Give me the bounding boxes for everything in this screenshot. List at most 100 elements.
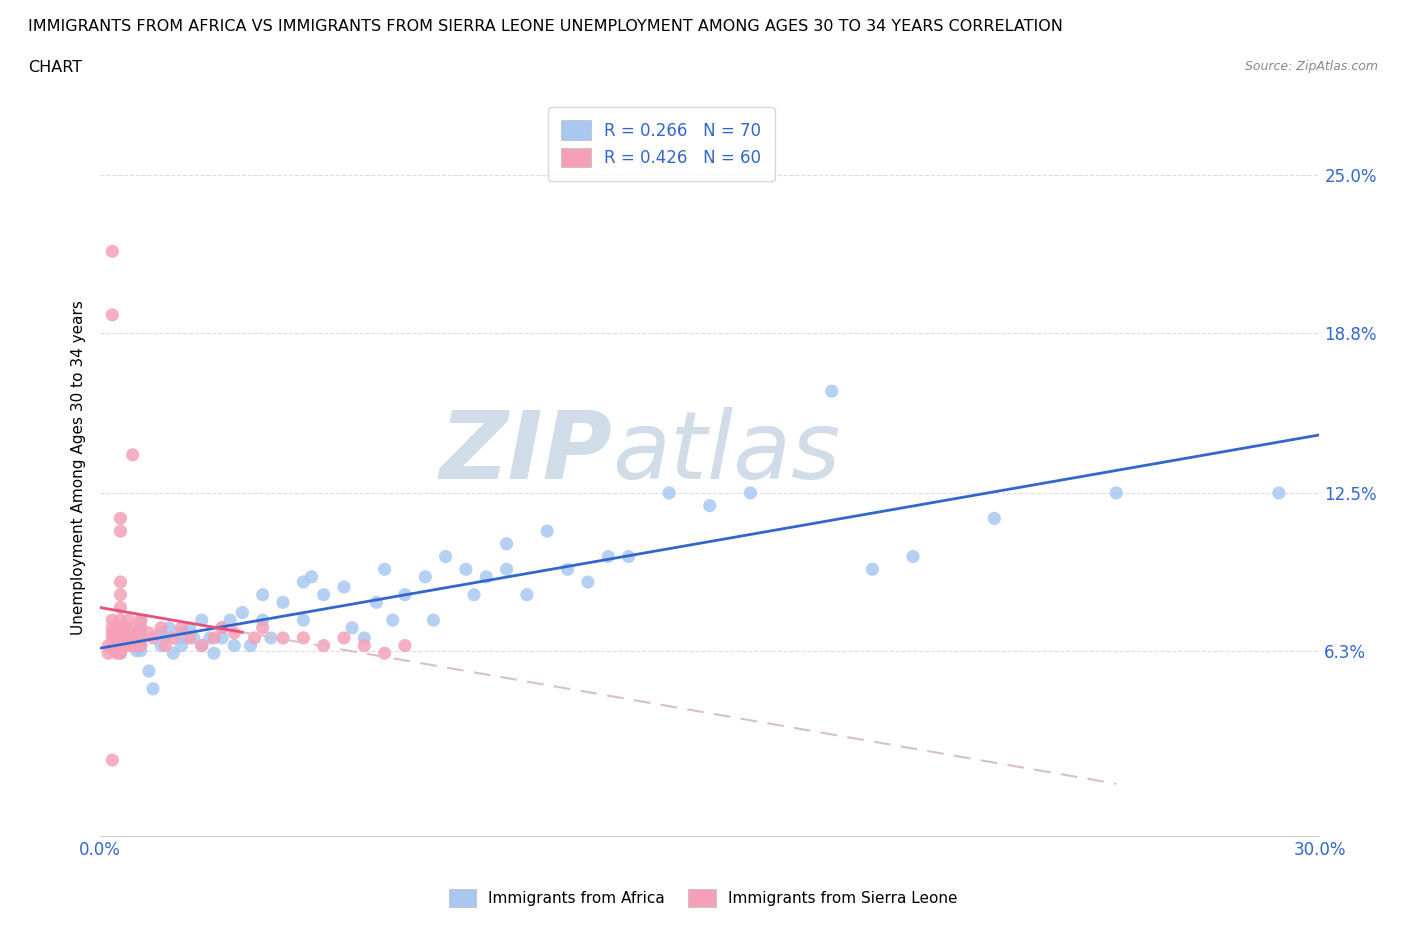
Point — [110, 524, 132, 538]
Point — [101, 244, 124, 259]
Point — [211, 620, 233, 635]
Point — [271, 595, 294, 610]
Point — [129, 620, 152, 635]
Point — [252, 620, 274, 635]
Point — [374, 645, 396, 660]
Point — [101, 752, 124, 767]
Point — [110, 638, 132, 653]
Point — [374, 562, 396, 577]
Point — [105, 620, 128, 635]
Point — [1268, 485, 1291, 500]
Point — [129, 613, 152, 628]
Point — [353, 631, 375, 645]
Point — [271, 631, 294, 645]
Point — [110, 620, 132, 635]
Point — [110, 587, 132, 602]
Point — [121, 631, 143, 645]
Point — [252, 613, 274, 628]
Point — [129, 638, 152, 653]
Point — [117, 631, 139, 645]
Point — [617, 549, 640, 564]
Point — [129, 631, 152, 645]
Point — [179, 631, 201, 645]
Point — [340, 620, 363, 635]
Point — [97, 645, 120, 660]
Point — [292, 575, 315, 590]
Point — [170, 625, 193, 640]
Point — [101, 638, 124, 653]
Point — [129, 613, 152, 628]
Point — [353, 638, 375, 653]
Point — [110, 645, 132, 660]
Point — [366, 595, 388, 610]
Point — [381, 613, 404, 628]
Point — [153, 638, 176, 653]
Point — [162, 645, 184, 660]
Point — [394, 638, 416, 653]
Point — [117, 625, 139, 640]
Point — [105, 631, 128, 645]
Point — [153, 631, 176, 645]
Point — [129, 631, 152, 645]
Point — [1105, 485, 1128, 500]
Point — [150, 638, 173, 653]
Point — [114, 638, 136, 653]
Point — [105, 638, 128, 653]
Point — [190, 638, 212, 653]
Point — [129, 620, 152, 635]
Legend: R = 0.266   N = 70, R = 0.426   N = 60: R = 0.266 N = 70, R = 0.426 N = 60 — [547, 107, 775, 180]
Point — [110, 645, 132, 660]
Point — [114, 620, 136, 635]
Text: IMMIGRANTS FROM AFRICA VS IMMIGRANTS FROM SIERRA LEONE UNEMPLOYMENT AMONG AGES 3: IMMIGRANTS FROM AFRICA VS IMMIGRANTS FRO… — [28, 19, 1063, 33]
Point — [138, 625, 160, 640]
Point — [983, 511, 1005, 525]
Point — [413, 569, 436, 584]
Point — [150, 620, 173, 635]
Point — [901, 549, 924, 564]
Point — [150, 625, 173, 640]
Point — [422, 613, 444, 628]
Point — [121, 638, 143, 653]
Point — [190, 613, 212, 628]
Point — [333, 631, 356, 645]
Point — [219, 613, 242, 628]
Point — [557, 562, 579, 577]
Point — [110, 511, 132, 525]
Point — [101, 631, 124, 645]
Point — [516, 587, 538, 602]
Point — [121, 631, 143, 645]
Point — [394, 587, 416, 602]
Point — [699, 498, 721, 513]
Point — [475, 569, 498, 584]
Point — [125, 644, 148, 658]
Point — [117, 638, 139, 653]
Point — [97, 638, 120, 653]
Point — [190, 638, 212, 653]
Point — [495, 537, 517, 551]
Point — [170, 620, 193, 635]
Point — [252, 587, 274, 602]
Point — [110, 575, 132, 590]
Point — [536, 524, 558, 538]
Point — [101, 620, 124, 635]
Point — [129, 644, 152, 658]
Point — [170, 631, 193, 645]
Point — [598, 549, 620, 564]
Point — [463, 587, 485, 602]
Point — [239, 638, 262, 653]
Point — [243, 631, 266, 645]
Point — [312, 587, 335, 602]
Point — [202, 631, 225, 645]
Point — [821, 384, 844, 399]
Text: CHART: CHART — [28, 60, 82, 75]
Point — [224, 638, 246, 653]
Point — [157, 620, 180, 635]
Point — [333, 579, 356, 594]
Legend: Immigrants from Africa, Immigrants from Sierra Leone: Immigrants from Africa, Immigrants from … — [443, 884, 963, 913]
Point — [312, 638, 335, 653]
Point — [301, 569, 323, 584]
Point — [117, 613, 139, 628]
Point — [105, 645, 128, 660]
Point — [260, 631, 283, 645]
Y-axis label: Unemployment Among Ages 30 to 34 years: Unemployment Among Ages 30 to 34 years — [72, 300, 86, 635]
